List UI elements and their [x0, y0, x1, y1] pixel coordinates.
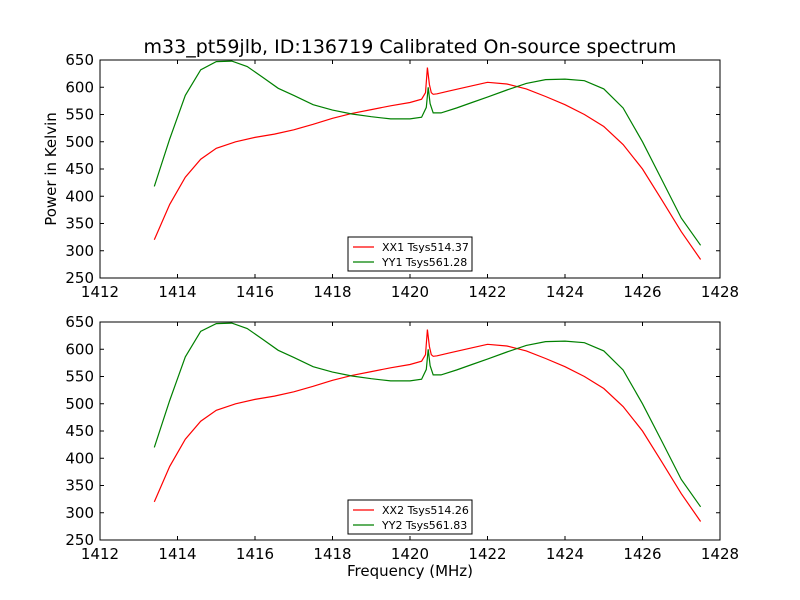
x-tick-label: 1426 — [623, 545, 661, 563]
x-tick-label: 1424 — [546, 545, 584, 563]
x-tick-label: 1428 — [701, 283, 739, 301]
y-tick-label: 300 — [65, 242, 94, 260]
y-tick-label: 450 — [65, 160, 94, 178]
x-tick-label: 1428 — [701, 545, 739, 563]
legend-box — [347, 236, 473, 272]
legend-label: YY2 Tsys561.83 — [381, 519, 467, 532]
legend-label: XX1 Tsys514.37 — [382, 241, 469, 254]
legend-label: YY1 Tsys561.28 — [381, 256, 467, 269]
y-tick-label: 400 — [65, 449, 94, 467]
legend-label: XX2 Tsys514.26 — [382, 504, 469, 517]
series-line-xx — [153, 67, 702, 260]
x-axis-label: Frequency (MHz) — [347, 562, 473, 580]
x-tick-label: 1416 — [236, 545, 274, 563]
bottom-panel: 1412 1414 1416 1418 1420 1422 1424 1426 1428 250 3… — [65, 313, 739, 580]
legend: XX1 Tsys514.37 YY1 Tsys561.28 — [347, 236, 473, 272]
x-tick-label: 1418 — [313, 283, 351, 301]
y-tick-label: 500 — [65, 395, 94, 413]
x-tick-label: 1422 — [468, 283, 506, 301]
x-tick-label: 1414 — [158, 283, 196, 301]
x-tick-label: 1422 — [468, 545, 506, 563]
y-tick-label: 250 — [65, 531, 94, 549]
y-tick-label: 650 — [65, 51, 94, 69]
y-tick-label: 450 — [65, 422, 94, 440]
y-tick-label: 550 — [65, 368, 94, 386]
y-tick-label: 350 — [65, 215, 94, 233]
y-tick-label: 650 — [65, 313, 94, 331]
x-tick-label: 1426 — [623, 283, 661, 301]
legend: XX2 Tsys514.26 YY2 Tsys561.83 — [347, 499, 473, 535]
y-tick-label: 600 — [65, 340, 94, 358]
y-tick-label: 400 — [65, 187, 94, 205]
x-tick-label: 1420 — [391, 545, 429, 563]
legend-box — [347, 499, 473, 535]
x-tick-label: 1414 — [158, 545, 196, 563]
x-tick-label: 1420 — [391, 283, 429, 301]
x-tick-label: 1424 — [546, 283, 584, 301]
chart-title: m33_pt59jlb, ID:136719 Calibrated On-sou… — [144, 36, 677, 58]
series-line-yy — [153, 60, 702, 246]
top-panel: 1412 1414 1416 1418 1420 1422 1424 1426 1428 250 3… — [42, 51, 739, 301]
y-tick-label: 500 — [65, 133, 94, 151]
y-tick-label: 350 — [65, 477, 94, 495]
y-tick-label: 550 — [65, 106, 94, 124]
y-tick-label: 250 — [65, 269, 94, 287]
x-tick-label: 1418 — [313, 545, 351, 563]
y-tick-label: 300 — [65, 504, 94, 522]
series-line-xx — [153, 329, 702, 522]
x-tick-label: 1412 — [81, 283, 119, 301]
series-line-yy — [153, 322, 702, 508]
y-tick-label: 600 — [65, 78, 94, 96]
y-axis-label: Power in Kelvin — [42, 112, 60, 226]
x-tick-label: 1412 — [81, 545, 119, 563]
x-tick-label: 1416 — [236, 283, 274, 301]
